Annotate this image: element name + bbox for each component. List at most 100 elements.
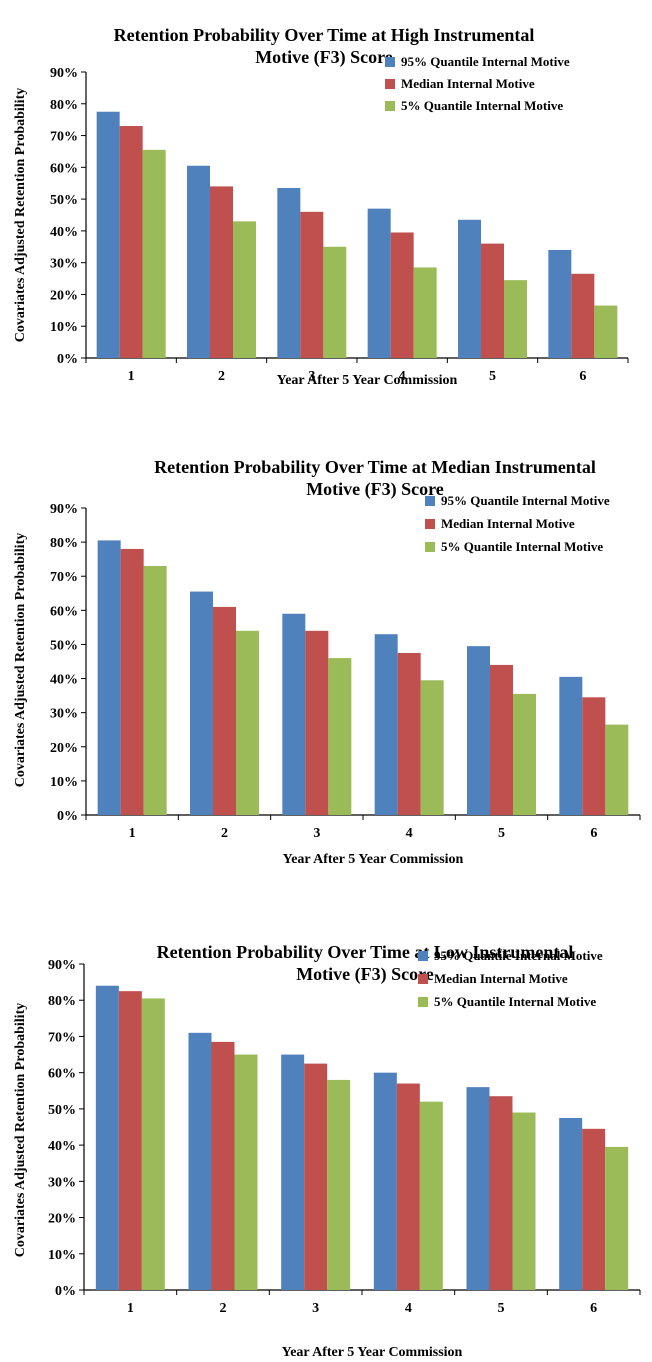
chart0-x-axis-title: Year After 5 Year Commission	[277, 373, 458, 388]
chart1-bar-series2-cat4	[397, 652, 421, 815]
chart2-legend-swatch-2	[418, 974, 428, 984]
chart0-bar-series1-cat1	[96, 111, 120, 358]
chart2-y-tick-label: 20%	[48, 1212, 76, 1227]
chart0-bar-series1-cat3	[277, 187, 301, 358]
chart0-bar-series2-cat5	[481, 243, 504, 358]
chart1-bar-series3-cat2	[236, 630, 259, 815]
chart1-bar-series1-cat6	[559, 676, 583, 815]
chart0-x-tick-label: 1	[128, 369, 135, 384]
chart1-bar-series2-cat1	[120, 548, 144, 815]
chart0-y-tick-label: 0%	[57, 352, 78, 367]
chart1-bar-series2-cat3	[305, 630, 329, 815]
chart0-x-tick-label: 4	[399, 369, 406, 384]
chart0-bar-series3-cat6	[594, 305, 618, 358]
chart2-x-axis-title: Year After 5 Year Commission	[282, 1345, 463, 1360]
chart2-y-tick-label: 0%	[55, 1284, 76, 1299]
chart0-bar-series1-cat4	[367, 208, 391, 358]
chart0-legend-label-1: 95% Quantile Internal Motive	[401, 54, 570, 69]
chart2-y-tick-label: 90%	[48, 958, 76, 973]
chart1-y-tick-label: 70%	[50, 570, 78, 585]
chart0-bar-series3-cat4	[413, 267, 437, 358]
chart0-legend-label-3: 5% Quantile Internal Motive	[401, 98, 563, 113]
chart1-legend-label-2: Median Internal Motive	[441, 516, 575, 531]
chart0-bar-series2-cat1	[119, 126, 143, 359]
chart2-bar-series3-cat5	[512, 1112, 536, 1290]
chart0-bar-series2-cat4	[390, 232, 414, 358]
chart0-x-tick-label: 5	[489, 369, 496, 384]
chart1-y-tick-label: 40%	[50, 673, 78, 688]
chart2-bar-series2-cat6	[582, 1128, 606, 1290]
chart2-bar-series3-cat3	[327, 1079, 351, 1290]
chart2-legend-label-3: 5% Quantile Internal Motive	[434, 994, 596, 1009]
chart1-bar-series2-cat6	[582, 697, 606, 815]
chart2-legend-label-2: Median Internal Motive	[434, 971, 568, 986]
chart2-title-line-2: Motive (F3) Score	[296, 964, 434, 985]
chart0-y-tick-label: 60%	[50, 161, 78, 176]
chart0-y-tick-label: 50%	[50, 193, 78, 208]
chart0-y-tick-label: 80%	[50, 98, 78, 113]
chart2-bar-series3-cat1	[141, 998, 165, 1290]
chart2-bar-series1-cat3	[281, 1054, 305, 1290]
chart1-bar-series2-cat2	[213, 606, 236, 815]
chart1-legend-label-1: 95% Quantile Internal Motive	[441, 493, 610, 508]
chart-median-instrumental: Retention Probability Over Time at Media…	[13, 457, 641, 867]
chart1-bar-series1-cat3	[282, 613, 306, 815]
chart-low-instrumental: Retention Probability Over Time at Low I…	[13, 942, 641, 1360]
chart-panel-median: Retention Probability Over Time at Media…	[0, 445, 652, 890]
chart0-title-line-2: Motive (F3) Score	[255, 47, 393, 68]
chart2-bar-series2-cat1	[118, 991, 142, 1290]
chart0-bar-series3-cat1	[142, 149, 166, 358]
chart1-y-tick-label: 50%	[50, 638, 78, 653]
chart1-y-tick-label: 20%	[50, 741, 78, 756]
chart2-y-axis-title: Covariates Adjusted Retention Probabilit…	[13, 1003, 28, 1257]
chart1-legend-label-3: 5% Quantile Internal Motive	[441, 539, 603, 554]
chart2-legend-swatch-3	[418, 997, 428, 1007]
chart1-bar-series3-cat5	[513, 693, 536, 815]
chart2-bar-series3-cat4	[419, 1101, 443, 1290]
chart2-bar-series2-cat3	[304, 1063, 328, 1290]
chart0-legend-swatch-3	[385, 101, 395, 111]
chart2-x-tick-label: 6	[590, 1301, 597, 1316]
chart1-bar-series1-cat1	[97, 540, 121, 815]
chart0-x-tick-label: 3	[308, 369, 315, 384]
chart1-bar-series3-cat6	[605, 724, 629, 815]
chart2-bar-series1-cat1	[95, 985, 119, 1290]
chart2-x-tick-label: 3	[312, 1301, 319, 1316]
chart2-bar-series2-cat2	[211, 1041, 235, 1290]
chart1-bar-series1-cat4	[374, 634, 398, 815]
chart0-y-axis-title: Covariates Adjusted Retention Probabilit…	[13, 88, 28, 342]
chart-panel-low: Retention Probability Over Time at Low I…	[0, 920, 652, 1362]
chart1-y-tick-label: 60%	[50, 604, 78, 619]
chart0-bar-series1-cat5	[458, 219, 481, 358]
chart1-title-line-1: Retention Probability Over Time at Media…	[154, 457, 596, 477]
chart1-legend-swatch-2	[425, 519, 435, 529]
chart0-title-line-1: Retention Probability Over Time at High …	[114, 25, 535, 45]
chart1-y-tick-label: 30%	[50, 707, 78, 722]
chart1-x-tick-label: 6	[590, 826, 597, 841]
chart0-y-tick-label: 40%	[50, 225, 78, 240]
chart1-x-axis-title: Year After 5 Year Commission	[283, 852, 464, 867]
chart2-x-tick-label: 1	[127, 1301, 134, 1316]
chart1-x-tick-label: 5	[498, 826, 505, 841]
chart-panel-high: Retention Probability Over Time at High …	[0, 0, 652, 445]
chart1-legend-swatch-1	[425, 496, 435, 506]
chart1-y-tick-label: 0%	[57, 809, 78, 824]
chart0-legend-label-2: Median Internal Motive	[401, 76, 535, 91]
chart2-y-tick-label: 60%	[48, 1067, 76, 1082]
chart0-y-tick-label: 20%	[50, 288, 78, 303]
chart1-y-tick-label: 90%	[50, 502, 78, 517]
chart1-bar-series3-cat3	[328, 658, 352, 815]
chart2-bar-series3-cat2	[234, 1054, 258, 1290]
chart2-x-tick-label: 4	[405, 1301, 412, 1316]
chart2-y-tick-label: 50%	[48, 1103, 76, 1118]
chart1-y-tick-label: 80%	[50, 536, 78, 551]
chart1-x-tick-label: 3	[313, 826, 320, 841]
chart2-bar-series1-cat5	[466, 1087, 490, 1290]
chart2-y-tick-label: 10%	[48, 1248, 76, 1263]
chart2-x-tick-label: 5	[498, 1301, 505, 1316]
chart2-y-tick-label: 80%	[48, 994, 76, 1009]
chart1-bar-series1-cat2	[190, 591, 213, 815]
chart0-y-tick-label: 10%	[50, 320, 78, 335]
chart2-y-tick-label: 40%	[48, 1139, 76, 1154]
chart2-title-line-1: Retention Probability Over Time at Low I…	[157, 942, 574, 962]
